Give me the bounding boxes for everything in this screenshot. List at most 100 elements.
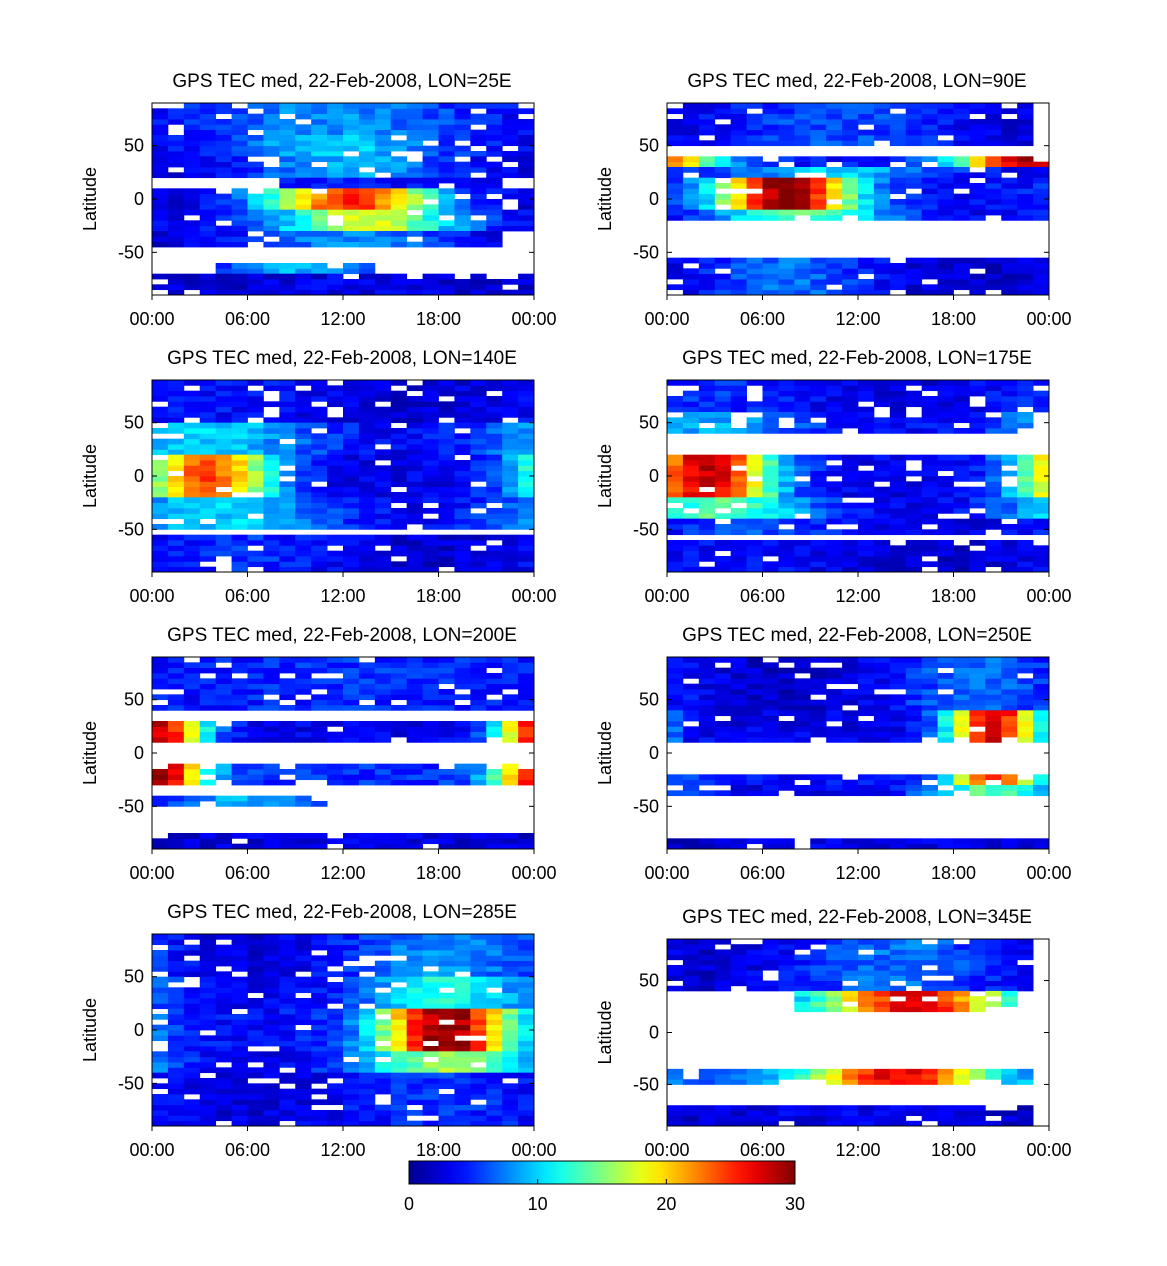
heatmap-cell (247, 1110, 264, 1116)
heatmap-cell (470, 161, 487, 168)
heatmap-cell (1017, 726, 1034, 733)
heatmap-cell (358, 209, 376, 216)
heatmap-cell (311, 1120, 328, 1127)
heatmap-cell (374, 1067, 392, 1074)
heatmap-cell (295, 433, 312, 440)
heatmap-cell (263, 209, 280, 216)
heatmap-cell (343, 657, 360, 663)
heatmap-cell (889, 550, 907, 557)
heatmap-cell (247, 279, 264, 285)
heatmap-cell (263, 801, 280, 807)
heatmap-cell (311, 801, 328, 807)
heatmap-cell (518, 833, 535, 839)
heatmap-cell (682, 396, 700, 402)
heatmap-cell (762, 524, 779, 530)
heatmap-cell (231, 172, 248, 179)
heatmap-cell (247, 934, 264, 940)
heatmap-cell (406, 971, 423, 978)
heatmap-cell (167, 204, 185, 211)
heatmap-cell (762, 1115, 779, 1122)
heatmap-cell (762, 699, 779, 706)
heatmap-cell (889, 215, 907, 221)
x-tick-label: 18:00 (931, 863, 976, 883)
heatmap-cell (279, 955, 296, 962)
heatmap-cell (746, 103, 763, 109)
heatmap-cell (778, 284, 795, 291)
heatmap-cell (698, 667, 716, 674)
heatmap-cell (295, 550, 312, 557)
heatmap-cell (374, 1110, 392, 1116)
heatmap-cell (826, 678, 843, 685)
heatmap-cell (231, 678, 248, 685)
heatmap-cell (502, 1019, 519, 1026)
heatmap-cell (422, 231, 439, 237)
heatmap-cell (167, 683, 185, 690)
heatmap-cell (953, 705, 970, 711)
heatmap-cell (247, 667, 264, 674)
heatmap-cell (199, 438, 217, 445)
heatmap-cell (343, 998, 360, 1004)
heatmap-cell (667, 129, 684, 136)
heatmap-cell (374, 129, 392, 136)
heatmap-cell (858, 454, 875, 461)
heatmap-cell (390, 1008, 408, 1015)
heatmap-cell (152, 524, 169, 530)
heatmap-cell (778, 412, 795, 418)
heatmap-cell (810, 1120, 827, 1127)
heatmap-cell (183, 1035, 201, 1042)
heatmap-cell (953, 959, 970, 966)
heatmap-cell (374, 151, 392, 157)
heatmap-cell (374, 667, 392, 674)
heatmap-cell (311, 406, 328, 413)
heatmap-cell (438, 273, 455, 280)
heatmap-cell (762, 476, 779, 482)
heatmap-cell (152, 465, 169, 472)
heatmap-cell (263, 1014, 280, 1020)
panel-title: GPS TEC med, 22-Feb-2008, LON=140E (167, 348, 517, 369)
heatmap-cell (842, 172, 859, 179)
heatmap-cell (199, 145, 217, 152)
heatmap-cell (152, 737, 169, 743)
heatmap-cell (1001, 470, 1018, 477)
heatmap-cell (778, 1074, 795, 1080)
heatmap-cell (327, 667, 344, 674)
heatmap-cell (470, 390, 487, 397)
heatmap-cell (985, 257, 1002, 264)
heatmap-cell (470, 209, 487, 216)
heatmap-cell (698, 556, 716, 562)
heatmap-cell (183, 209, 201, 216)
heatmap-cell (873, 540, 891, 546)
heatmap-cell (858, 508, 875, 514)
heatmap-cell (470, 976, 487, 983)
heatmap-cell (247, 694, 264, 701)
heatmap-cell (762, 959, 779, 966)
heatmap-cell (937, 1074, 954, 1080)
heatmap-cell (698, 401, 716, 408)
heatmap-cell (327, 998, 344, 1004)
heatmap-cell (714, 502, 732, 509)
heatmap-cell (358, 156, 376, 163)
heatmap-cell (231, 486, 248, 493)
heatmap-cell (1001, 699, 1018, 706)
heatmap-cell (279, 454, 296, 461)
heatmap-cell (762, 540, 779, 546)
heatmap-cell (810, 731, 827, 738)
heatmap-cell (470, 428, 487, 434)
heatmap-cell (842, 678, 859, 685)
heatmap-cell (295, 1014, 312, 1020)
heatmap-cell (826, 497, 843, 504)
heatmap-cell (842, 843, 859, 850)
x-tick-label: 12:00 (320, 309, 365, 329)
heatmap-cell (454, 1078, 471, 1084)
heatmap-cell (263, 1056, 280, 1063)
heatmap-cell (985, 954, 1002, 961)
heatmap-cell (374, 241, 392, 248)
heatmap-cell (215, 737, 232, 743)
heatmap-cell (889, 678, 907, 685)
heatmap-cell (167, 726, 185, 733)
heatmap-cell (985, 417, 1002, 424)
heatmap-cell (921, 204, 938, 211)
heatmap-cell (152, 678, 169, 685)
heatmap-cell (778, 785, 795, 791)
heatmap-cell (826, 193, 843, 200)
